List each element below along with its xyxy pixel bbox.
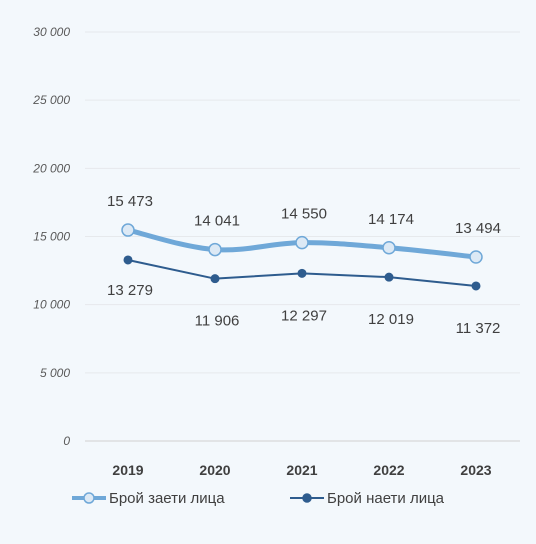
data-point	[297, 268, 307, 278]
data-label: 14 041	[194, 213, 240, 230]
data-point	[121, 223, 135, 237]
data-label: 12 297	[281, 307, 327, 324]
x-tick-label: 2021	[286, 462, 317, 478]
data-point	[123, 255, 133, 265]
data-labels: 15 473 14 041 14 550 14 174 13 494 13 279 11 9…	[107, 193, 501, 337]
data-label: 13 279	[107, 282, 153, 299]
legend-label: Брой наети лица	[327, 490, 445, 507]
y-tick-label: 10 000	[33, 298, 70, 312]
series-lines	[121, 223, 483, 291]
y-tick-label: 15 000	[33, 230, 70, 244]
data-label: 14 174	[368, 211, 414, 228]
x-tick-label: 2022	[373, 462, 404, 478]
data-point	[295, 235, 309, 250]
data-point	[469, 250, 483, 264]
legend-marker	[83, 492, 95, 504]
x-tick-label: 2019	[112, 462, 143, 478]
data-point	[210, 274, 220, 284]
data-label: 15 473	[107, 193, 153, 210]
y-tick-label: 5 000	[40, 366, 70, 380]
legend-marker	[302, 493, 312, 503]
y-tick-label: 0	[63, 434, 70, 448]
data-point	[384, 272, 394, 282]
data-label: 11 906	[195, 313, 240, 330]
y-axis-ticks: 0 5 000 10 000 15 000 20 000 25 000 30 000	[32, 25, 70, 448]
x-tick-label: 2020	[199, 462, 230, 478]
x-axis-ticks: 2019 2020 2021 2022 2023	[112, 462, 491, 478]
data-label: 14 550	[281, 206, 327, 223]
legend-label: Брой заети лица	[109, 490, 225, 507]
data-point	[382, 241, 396, 255]
legend: Брой заети лица Брой наети лица	[72, 490, 445, 507]
y-tick-label: 25 000	[32, 93, 70, 107]
y-tick-label: 30 000	[33, 25, 70, 39]
data-label: 13 494	[455, 220, 501, 237]
y-tick-label: 20 000	[32, 161, 70, 175]
data-point	[471, 281, 481, 291]
x-tick-label: 2023	[460, 462, 491, 478]
data-point	[208, 242, 222, 257]
data-label: 12 019	[368, 311, 414, 328]
data-label: 11 372	[456, 320, 501, 337]
